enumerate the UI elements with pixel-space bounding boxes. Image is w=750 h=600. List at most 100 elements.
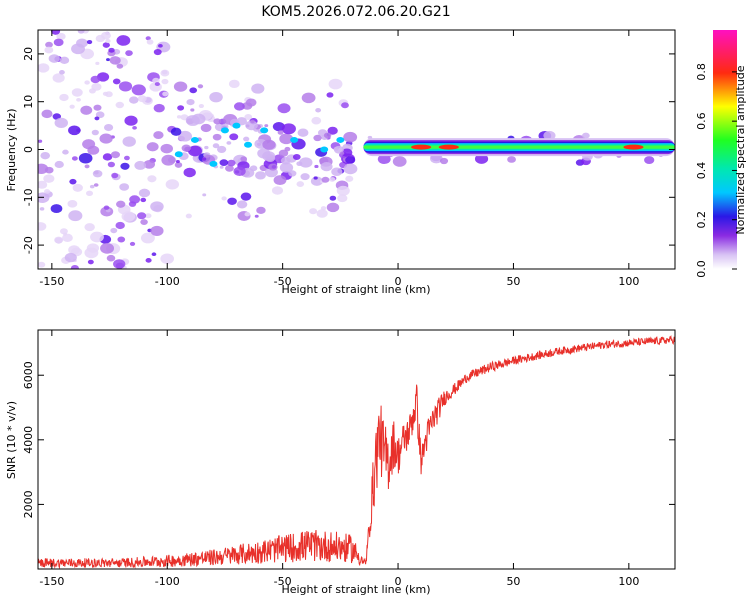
spectrogram-x-label: Height of straight line (km) [281, 283, 430, 296]
spectrogram-blob [153, 131, 164, 140]
spectrogram-blob [68, 210, 83, 222]
spectrogram-blob [202, 193, 207, 197]
spectrogram-bright-spot [232, 122, 241, 129]
spectrogram-blob [110, 151, 121, 159]
spectrogram-blob [100, 242, 115, 254]
spectrogram-blob [145, 36, 151, 41]
spectrogram-blob [313, 176, 318, 180]
spectrogram-blob [84, 223, 95, 232]
spectrogram-blob [288, 170, 297, 177]
spectrogram-blob [59, 56, 70, 65]
spectrogram-blob [69, 178, 77, 185]
spectrogram-blob [250, 119, 255, 124]
spectrogram-blob [309, 208, 318, 215]
spectrogram-blob [76, 38, 88, 48]
spectrogram-blob [189, 87, 198, 94]
spectrogram-blob [118, 81, 133, 92]
spectrogram-blob [343, 163, 358, 175]
spectrogram-blob [140, 197, 147, 203]
spectrogram-blob [227, 197, 237, 205]
spectrogram-blob [296, 181, 305, 188]
spectrogram-blob [240, 192, 252, 201]
spectrogram-blob [337, 194, 348, 203]
colorbar-label: Normalized spectral amplitude [734, 65, 747, 234]
spectrogram-bright-spot [260, 127, 269, 134]
spectrogram-y-axis: -20 -10 0 10 20 [22, 47, 675, 254]
spectrogram-blob [146, 142, 159, 152]
spectrogram-blob [54, 117, 68, 129]
spectrogram-bright-spot [320, 146, 329, 153]
spectrogram-blob [201, 157, 207, 161]
spectrogram-blob [271, 186, 284, 195]
spectrogram-blob [219, 159, 229, 167]
spectrogram-blob [140, 232, 155, 244]
spectrogram-blob [103, 205, 110, 210]
spectrogram-blob [644, 156, 655, 164]
spectrogram-blob [116, 200, 126, 208]
spectrogram-blob [236, 200, 248, 209]
figure-title: KOM5.2026.072.06.20.G21 [261, 4, 450, 20]
snr-y-tick-label: 4000 [22, 426, 35, 454]
spectrogram-blob [51, 30, 61, 35]
spectrogram-blob [321, 176, 330, 183]
spectrogram-blob [41, 109, 53, 119]
spectrogram-blob [281, 123, 296, 135]
spectrogram-blob [44, 46, 54, 54]
spectrogram-blob [110, 227, 118, 234]
spectrogram-blob [84, 80, 90, 85]
spectrogram-blob [198, 103, 204, 109]
spectrogram-x-tick-label: 100 [618, 275, 639, 288]
spectrogram-blob [327, 126, 338, 135]
spectrogram-blob [278, 149, 289, 157]
spectrogram-blob [176, 115, 182, 119]
spectrogram-blob [44, 189, 51, 194]
snr-x-tick-label: -50 [274, 575, 292, 588]
snr-x-axis: -150 -100 -50 0 50 100 [39, 330, 639, 588]
spectrogram-blob [50, 204, 63, 214]
spectrogram-blob [48, 54, 60, 63]
spectrogram-blob [131, 84, 146, 96]
spectrogram-x-tick-label: -50 [274, 275, 292, 288]
spectrogram-blob [128, 96, 139, 104]
spectrogram-blob [221, 196, 227, 201]
spectrogram-blob [103, 124, 114, 132]
spectrogram-blob [86, 39, 93, 45]
spectrogram-blob [71, 156, 78, 161]
spectrogram-bright-spot [174, 151, 183, 158]
spectrogram-blob [90, 75, 101, 84]
spectrogram-blob [132, 126, 137, 130]
spectrogram-blob [145, 213, 152, 219]
spectrogram-bright-spot [290, 136, 299, 143]
spectrogram-blob [345, 156, 356, 164]
spectrogram-blob [174, 162, 183, 168]
spectrogram-blob [313, 134, 322, 142]
spectrogram-blob [152, 77, 160, 84]
colorbar-tick-label: 0.2 [695, 211, 708, 229]
spectrogram-blob [315, 107, 322, 113]
spectrogram-blob [124, 115, 138, 126]
spectrogram-blob [277, 130, 284, 135]
spectrogram-blob [72, 183, 83, 192]
spectrogram-bright-spot [220, 127, 229, 134]
spectrogram-blob [45, 41, 53, 48]
spectrogram-blob [95, 61, 100, 66]
spectrogram-bright-spot [190, 136, 199, 143]
spectrogram-blob [93, 104, 102, 111]
spectrogram-blob [39, 207, 45, 211]
spectrogram-blob [256, 206, 266, 214]
spectrogram-blob [111, 172, 119, 179]
spectrogram-y-tick-label: -20 [22, 236, 35, 254]
spectrogram-blob [43, 174, 55, 183]
spectrogram-blob [343, 131, 358, 143]
carrier-track-peak [623, 144, 644, 150]
spectrogram-blob [311, 116, 322, 125]
spectrogram-blob [116, 35, 131, 46]
spectrogram-blob [161, 154, 176, 166]
spectrogram-blob [292, 154, 301, 160]
spectrogram-blob [240, 156, 247, 162]
spectrogram-blob [92, 170, 103, 178]
spectrogram-blob [160, 253, 174, 264]
spectrogram-blob [320, 206, 327, 211]
snr-y-tick-label: 6000 [22, 361, 35, 389]
spectrogram-blob [219, 165, 224, 169]
